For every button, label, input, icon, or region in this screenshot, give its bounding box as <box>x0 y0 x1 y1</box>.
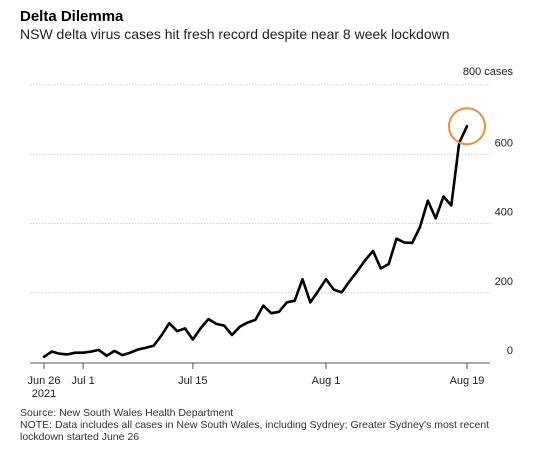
data-note-continued: lockdown started June 26 <box>20 431 140 443</box>
y-tick-label-400: 400 <box>495 207 513 219</box>
y-tick-label-200: 200 <box>495 276 513 288</box>
chart-footer: Source: New South Wales Health Departmen… <box>20 407 520 443</box>
y-tick-label-600: 600 <box>495 137 513 149</box>
x-tick-label-19: Jul 15 <box>178 375 207 387</box>
x-tick-label-54: Aug 19 <box>450 375 485 387</box>
x-tick-label-5: Jul 1 <box>72 375 95 387</box>
data-note: NOTE: Data includes all cases in New Sou… <box>20 419 490 431</box>
grid-layer <box>30 84 490 294</box>
y-tick-label-800: 800 cases <box>463 66 514 78</box>
latest-point-highlight <box>448 107 486 146</box>
x-axis <box>30 362 490 369</box>
source-note: Source: New South Wales Health Departmen… <box>20 407 234 419</box>
chart-subtitle: NSW delta virus cases hit fresh record d… <box>20 26 450 42</box>
series-layer <box>42 107 486 359</box>
x-tick-label-0: Jun 26 <box>27 375 60 387</box>
x-tick-label-36: Aug 1 <box>312 375 341 387</box>
chart-title: Delta Dilemma <box>20 8 124 25</box>
series-line <box>42 124 469 359</box>
y-tick-label-0: 0 <box>507 345 513 357</box>
x-tick-sublabel-0: 2021 <box>32 388 56 400</box>
